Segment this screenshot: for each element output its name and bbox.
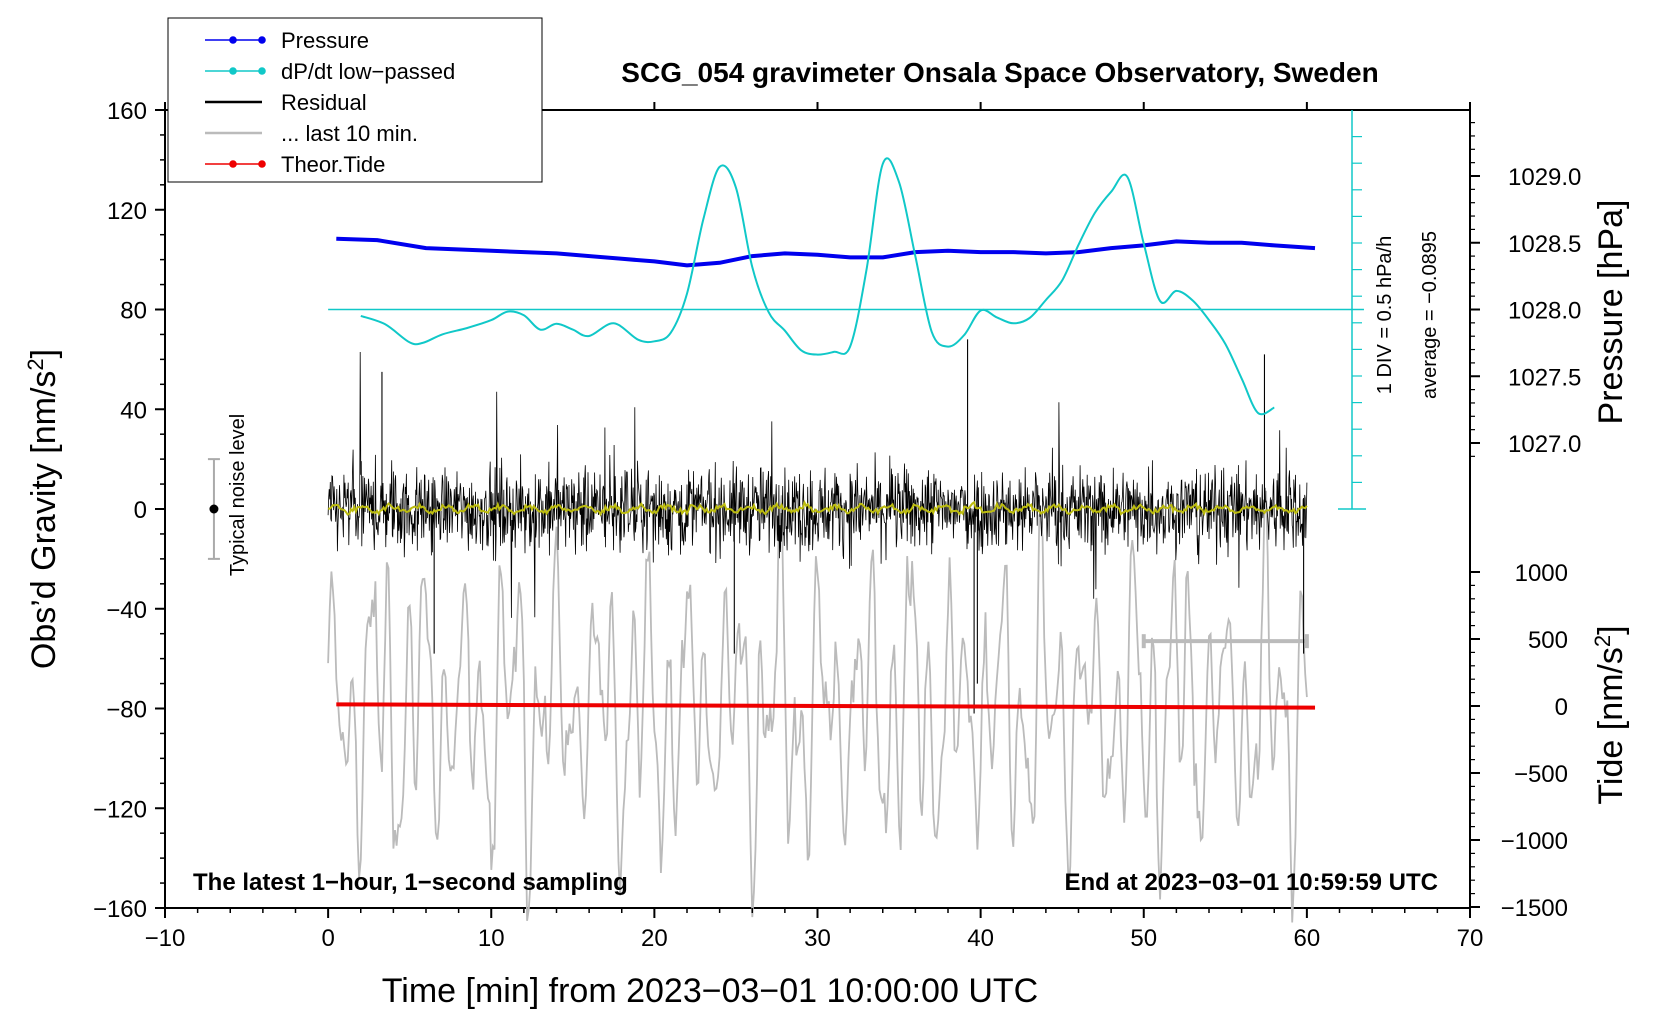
pressure-tick-label: 1027.0 (1508, 431, 1581, 458)
tide-tick-label: −1500 (1501, 895, 1568, 922)
footer-left: The latest 1−hour, 1−second sampling (193, 869, 628, 896)
pressure-tick-label: 1029.0 (1508, 164, 1581, 191)
y-tick-label: 120 (107, 198, 147, 225)
dpdt-average-label: average = −0.0895 (1419, 231, 1441, 399)
residual-smoothed-trace (328, 499, 1308, 517)
legend-marker (229, 36, 237, 44)
legend-marker (258, 36, 266, 44)
chart-title: SCG_054 gravimeter Onsala Space Observat… (621, 57, 1378, 88)
y-tick-label: −120 (93, 796, 147, 823)
legend-label: dP/dt low−passed (281, 59, 455, 84)
y-tick-label: 160 (107, 98, 147, 125)
last-10-min-trace (327, 490, 1308, 923)
y-tick-label: −160 (93, 896, 147, 923)
y-axis-title-tide: Tide [nm/s2] (1590, 625, 1631, 804)
y-tick-label: 0 (134, 497, 147, 524)
axes-layer: −10 0 10 20 30 40 50 60 70 160 120 80 40 0 −40 −80 −120 −… (93, 98, 1581, 952)
x-tick-label: −10 (145, 925, 186, 952)
x-tick-label: 60 (1294, 925, 1321, 952)
legend-entries: Pressure dP/dt low−passed Residual ... last… (205, 28, 455, 177)
dpdt-trace (360, 157, 1275, 416)
residual-trace (327, 351, 1308, 618)
y-axis-title-pressure: Pressure [hPa] (1592, 200, 1630, 425)
tide-tick-label: −500 (1514, 761, 1568, 788)
x-tick-label: 30 (804, 925, 831, 952)
legend: Pressure dP/dt low−passed Residual ... last… (167, 17, 543, 183)
legend-box (167, 17, 543, 183)
legend-label: Residual (281, 90, 367, 115)
pressure-tick-label: 1027.5 (1508, 364, 1581, 391)
x-tick-label: 40 (967, 925, 994, 952)
tide-trace (336, 702, 1316, 710)
legend-marker (258, 67, 266, 75)
y-tick-label: −40 (106, 597, 147, 624)
y-tick-label: −80 (106, 697, 147, 724)
x-tick-label: 70 (1457, 925, 1484, 952)
tide-tick-label: −1000 (1501, 828, 1568, 855)
y-tick-label: 80 (120, 298, 147, 325)
legend-label: Pressure (281, 28, 369, 53)
x-tick-label: 10 (478, 925, 505, 952)
dpdt-scale-label: 1 DIV = 0.5 hPa/h (1374, 236, 1396, 394)
pressure-tick-label: 1028.0 (1508, 298, 1581, 325)
legend-label: Theor.Tide (281, 152, 385, 177)
pressure-tick-label: 1028.5 (1508, 231, 1581, 258)
y-axis-title-left: Obs’d Gravity [nm/s2] (23, 349, 64, 669)
tide-tick-label: 1000 (1515, 560, 1568, 587)
noise-level-label: Typical noise level (227, 414, 249, 576)
x-axis-title: Time [min] from 2023−03−01 10:00:00 UTC (382, 972, 1038, 1010)
x-tick-label: 20 (641, 925, 668, 952)
pressure-trace (336, 236, 1316, 268)
legend-marker (229, 67, 237, 75)
y-tick-label: 40 (120, 397, 147, 424)
legend-marker (258, 160, 266, 168)
x-tick-label: 0 (321, 925, 334, 952)
footer-right: End at 2023−03−01 10:59:59 UTC (1064, 869, 1438, 896)
legend-marker (229, 160, 237, 168)
tide-tick-label: 0 (1555, 694, 1568, 721)
legend-label: ... last 10 min. (281, 121, 418, 146)
x-tick-label: 50 (1130, 925, 1157, 952)
noise-level-point (209, 504, 219, 514)
series-layer (207, 110, 1366, 923)
tide-tick-label: 500 (1528, 627, 1568, 654)
